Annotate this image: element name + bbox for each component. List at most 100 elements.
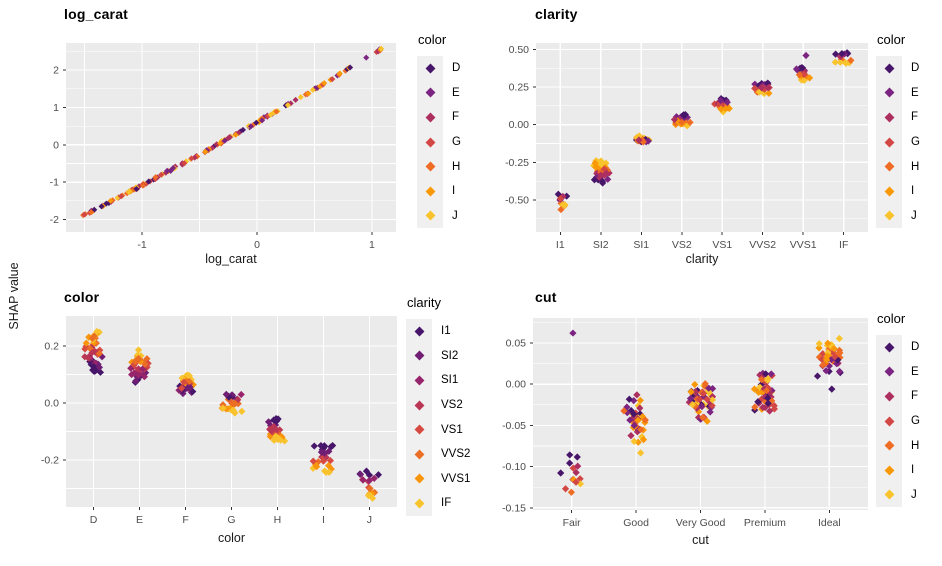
- data-point: [87, 360, 95, 369]
- legend-title: clarity: [407, 295, 441, 310]
- legend-key-swatch: [406, 343, 432, 369]
- legend-key-swatch: [876, 105, 902, 130]
- data-point: [297, 94, 304, 101]
- legend-diamond-icon: [884, 416, 894, 427]
- legend-diamond-icon: [414, 498, 424, 509]
- data-point: [717, 96, 725, 105]
- data-point: [765, 407, 774, 415]
- data-point: [96, 368, 105, 376]
- data-point: [686, 394, 695, 403]
- data-point: [678, 118, 686, 126]
- legend-diamond-icon: [414, 350, 424, 361]
- y-tick-label: 0.00: [509, 119, 530, 131]
- data-point: [827, 342, 835, 350]
- y-tick-label: 0.05: [506, 337, 527, 349]
- points-layer: [80, 45, 385, 219]
- legend-label: G: [452, 136, 461, 149]
- data-point: [800, 70, 808, 78]
- data-point: [833, 360, 841, 368]
- legend-label: J: [911, 209, 917, 222]
- legend-item: F: [876, 384, 920, 409]
- data-point: [842, 59, 850, 67]
- legend-diamond-icon: [425, 186, 435, 197]
- legend-key-swatch: [876, 359, 902, 385]
- x-tick-label: 1: [369, 239, 375, 251]
- legend-key-swatch: [876, 80, 902, 106]
- plot-area-cut: Fair Good Very Good Premium Ideal 0.05 0.00 -0.…: [502, 318, 868, 529]
- legend-label: D: [452, 62, 461, 75]
- data-point: [276, 436, 285, 444]
- legend-key-swatch: [417, 203, 443, 229]
- data-point: [221, 137, 228, 144]
- x-tick-label: SI1: [633, 239, 649, 251]
- data-point: [824, 349, 832, 357]
- plot-title: clarity: [535, 6, 578, 22]
- legend-key-swatch: [406, 417, 432, 442]
- data-point: [93, 327, 101, 336]
- legend-diamond-icon: [414, 400, 424, 411]
- legend-item: J: [876, 482, 920, 508]
- data-point: [722, 101, 731, 109]
- data-point: [183, 384, 191, 392]
- x-tick-label: Ideal: [818, 517, 841, 529]
- legend-diamond-icon: [884, 210, 894, 221]
- legend-key-swatch: [876, 178, 902, 204]
- legend-item: G: [417, 129, 461, 155]
- data-point: [768, 397, 776, 405]
- legend-item: G: [876, 408, 920, 434]
- y-tick-label: 0.00: [506, 379, 527, 391]
- legend-key-swatch: [876, 457, 902, 483]
- data-point: [202, 148, 209, 155]
- data-point: [636, 396, 644, 405]
- data-point: [836, 58, 844, 66]
- legend-label: VS2: [441, 399, 463, 412]
- legend-label: G: [911, 136, 920, 149]
- legend-diamond-icon: [884, 186, 894, 197]
- data-point: [107, 197, 114, 204]
- legend-item: I1: [406, 319, 470, 344]
- data-point: [313, 463, 321, 471]
- data-point: [604, 175, 612, 183]
- legend-diamond-icon: [414, 473, 424, 484]
- data-point: [708, 402, 716, 410]
- data-point: [181, 160, 188, 167]
- data-point: [717, 105, 725, 113]
- data-point: [158, 171, 165, 178]
- x-tick-label: VVS1: [790, 239, 817, 251]
- data-point: [359, 476, 367, 484]
- x-tick-label: Very Good: [676, 517, 726, 529]
- x-tick-label: Good: [623, 517, 649, 529]
- data-point: [217, 140, 224, 147]
- x-tick-label: F: [182, 514, 188, 526]
- legend-item: I: [417, 178, 461, 204]
- legend-key-swatch: [876, 384, 902, 409]
- legend-key-swatch: [876, 129, 902, 155]
- legend-label: I: [452, 185, 456, 198]
- legend-label: SI2: [441, 349, 459, 362]
- x-tick-label: I1: [556, 239, 565, 251]
- data-point: [676, 115, 684, 124]
- data-point: [815, 340, 823, 348]
- data-point: [322, 468, 330, 476]
- data-point: [757, 375, 766, 384]
- data-point: [266, 432, 274, 441]
- y-tick-label: 2: [53, 64, 59, 76]
- data-point: [725, 104, 733, 113]
- plot-area-clarity: I1 SI2 SI1 VS2 VS1 VVS2 VVS1 IF 0.50 0.25 0.00 -0.2…: [505, 43, 868, 251]
- y-tick-label: 0: [53, 139, 59, 151]
- data-point: [795, 71, 803, 79]
- data-point: [327, 443, 335, 451]
- legend-key-swatch: [406, 392, 432, 418]
- x-tick-label: Fair: [563, 517, 582, 529]
- x-axis-title: cut: [692, 533, 709, 547]
- legend-item: SI1: [406, 368, 470, 393]
- legend-item: E: [417, 80, 461, 106]
- legend-diamond-icon: [425, 112, 435, 123]
- data-point: [832, 50, 840, 58]
- data-point: [823, 356, 831, 364]
- data-point: [644, 137, 653, 145]
- legend-item: J: [417, 203, 461, 229]
- x-tick-label: -1: [137, 239, 146, 251]
- y-tick-label: -0.15: [502, 502, 526, 514]
